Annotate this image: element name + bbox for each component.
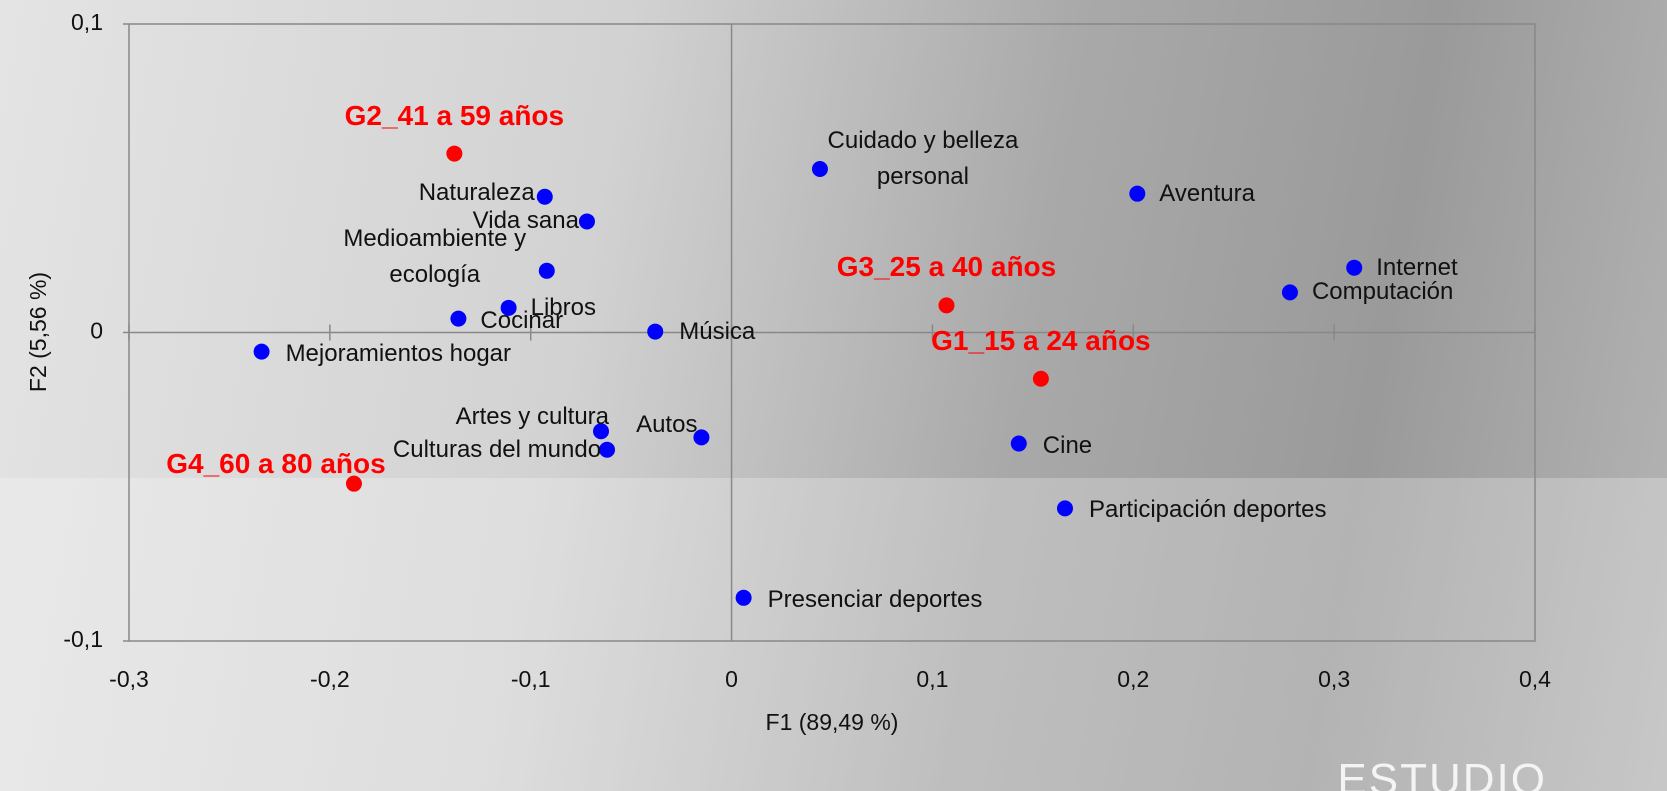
x-tick-label: 0,4 [1519, 666, 1551, 692]
point-label: Medioambiente y ecología [343, 224, 527, 288]
point [593, 423, 610, 440]
point [253, 343, 270, 360]
point-label: Cine [1042, 431, 1093, 459]
x-tick-label: 0,1 [916, 666, 948, 692]
point [647, 323, 664, 340]
x-tick-label: -0,2 [310, 666, 350, 692]
x-tick-label: 0 [725, 666, 738, 692]
point-label: G1_15 a 24 años [931, 324, 1151, 356]
point [446, 145, 463, 162]
point [693, 429, 710, 446]
watermark: ESTUDIO [1337, 755, 1547, 791]
point [1346, 259, 1363, 276]
point-label: Artes y cultura [455, 403, 610, 431]
point [1032, 370, 1049, 387]
x-tick-label: -0,3 [109, 666, 149, 692]
point [735, 589, 752, 606]
point [1056, 500, 1073, 517]
x-tick-label: -0,1 [511, 666, 551, 692]
point [1281, 284, 1298, 301]
point [345, 475, 362, 492]
point-label: Vida sana [472, 207, 579, 235]
point [500, 299, 517, 316]
background-band [0, 478, 1667, 791]
y-axis-title: F2 (5,56 %) [25, 272, 51, 392]
y-tick-label: -0,1 [63, 626, 103, 652]
point [1129, 185, 1146, 202]
point-label: Computación [1311, 278, 1454, 306]
point-label: Libros [530, 293, 596, 321]
y-tick-label: 0 [90, 318, 103, 344]
point [578, 213, 595, 230]
point [538, 262, 555, 279]
point-label: Música [679, 317, 756, 345]
point-label: Autos [636, 411, 698, 439]
point-label: Aventura [1159, 179, 1255, 207]
point-label: Presenciar deportes [767, 585, 983, 613]
point-label: G4_60 a 80 años [166, 447, 386, 479]
point-label: Cuidado y belleza personal [827, 126, 1019, 190]
point [599, 441, 616, 458]
point-label: Culturas del mundo [392, 435, 602, 463]
point-label: Internet [1376, 253, 1458, 281]
point [536, 188, 553, 205]
x-tick-label: 0,2 [1117, 666, 1149, 692]
point-label: Naturaleza [418, 178, 535, 206]
point [811, 160, 828, 177]
y-tick-label: 0,1 [71, 9, 103, 35]
x-axis-title: F1 (89,49 %) [766, 709, 899, 735]
point [450, 310, 467, 327]
point-label: G3_25 a 40 años [836, 251, 1057, 283]
point-label: G2_41 a 59 años [344, 99, 565, 131]
point-label: Participación deportes [1088, 496, 1327, 524]
x-tick-label: 0,3 [1318, 666, 1350, 692]
point-label: Mejoramientos hogar [285, 339, 512, 367]
point [938, 297, 955, 314]
point-label: Cocinar [480, 306, 564, 334]
point [1010, 435, 1027, 452]
